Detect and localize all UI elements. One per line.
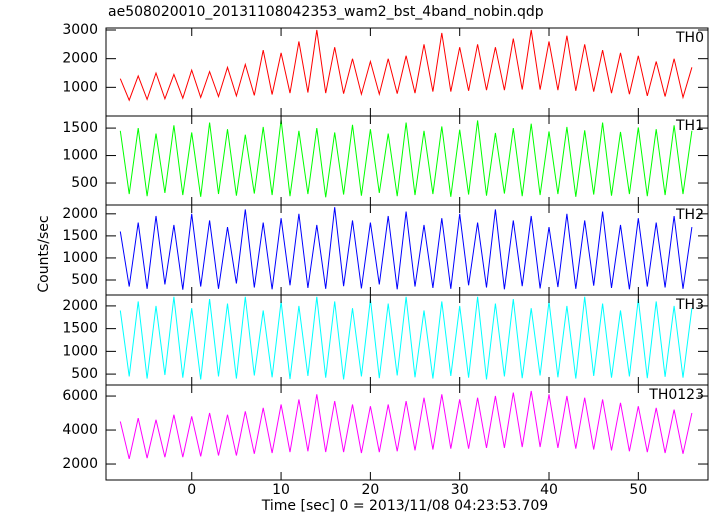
y-tick-label: 3000	[62, 22, 98, 38]
y-axis-label: Counts/sec	[36, 215, 52, 292]
series-label: TH2	[675, 207, 704, 223]
data-line	[119, 296, 693, 380]
y-tick-label: 1000	[62, 148, 98, 164]
panel-frame	[105, 27, 709, 117]
data-line	[119, 207, 693, 290]
chart-title: ae508020010_20131108042353_wam2_bst_4ban…	[108, 4, 544, 20]
data-line	[119, 119, 693, 198]
panel-frame	[105, 384, 709, 481]
data-line	[119, 390, 693, 460]
x-tick-label: 40	[540, 482, 558, 498]
y-tick-label: 1500	[62, 228, 98, 244]
y-tick-label: 1000	[62, 343, 98, 359]
y-tick-label: 500	[71, 366, 98, 382]
y-tick-label: 1000	[62, 79, 98, 95]
y-tick-label: 2000	[62, 51, 98, 67]
y-tick-label: 4000	[62, 422, 98, 438]
series-label: TH0	[675, 30, 704, 46]
x-tick-label: 0	[187, 482, 196, 498]
series-label: TH0123	[648, 387, 704, 403]
y-tick-label: 1000	[62, 250, 98, 266]
x-axis-label: Time [sec] 0 = 2013/11/08 04:23:53.709	[261, 498, 548, 514]
y-tick-label: 6000	[62, 388, 98, 404]
x-tick-label: 10	[272, 482, 290, 498]
series-label: TH3	[675, 297, 704, 313]
x-tick-label: 20	[361, 482, 379, 498]
y-tick-label: 2000	[62, 298, 98, 314]
y-tick-label: 2000	[62, 456, 98, 472]
y-tick-label: 2000	[62, 206, 98, 222]
x-tick-label: 50	[629, 482, 647, 498]
y-tick-label: 1500	[62, 120, 98, 136]
data-line	[119, 29, 693, 102]
y-tick-label: 1500	[62, 321, 98, 337]
y-tick-label: 500	[71, 175, 98, 191]
series-label: TH1	[675, 118, 704, 134]
x-tick-label: 30	[451, 482, 469, 498]
y-tick-label: 500	[71, 272, 98, 288]
